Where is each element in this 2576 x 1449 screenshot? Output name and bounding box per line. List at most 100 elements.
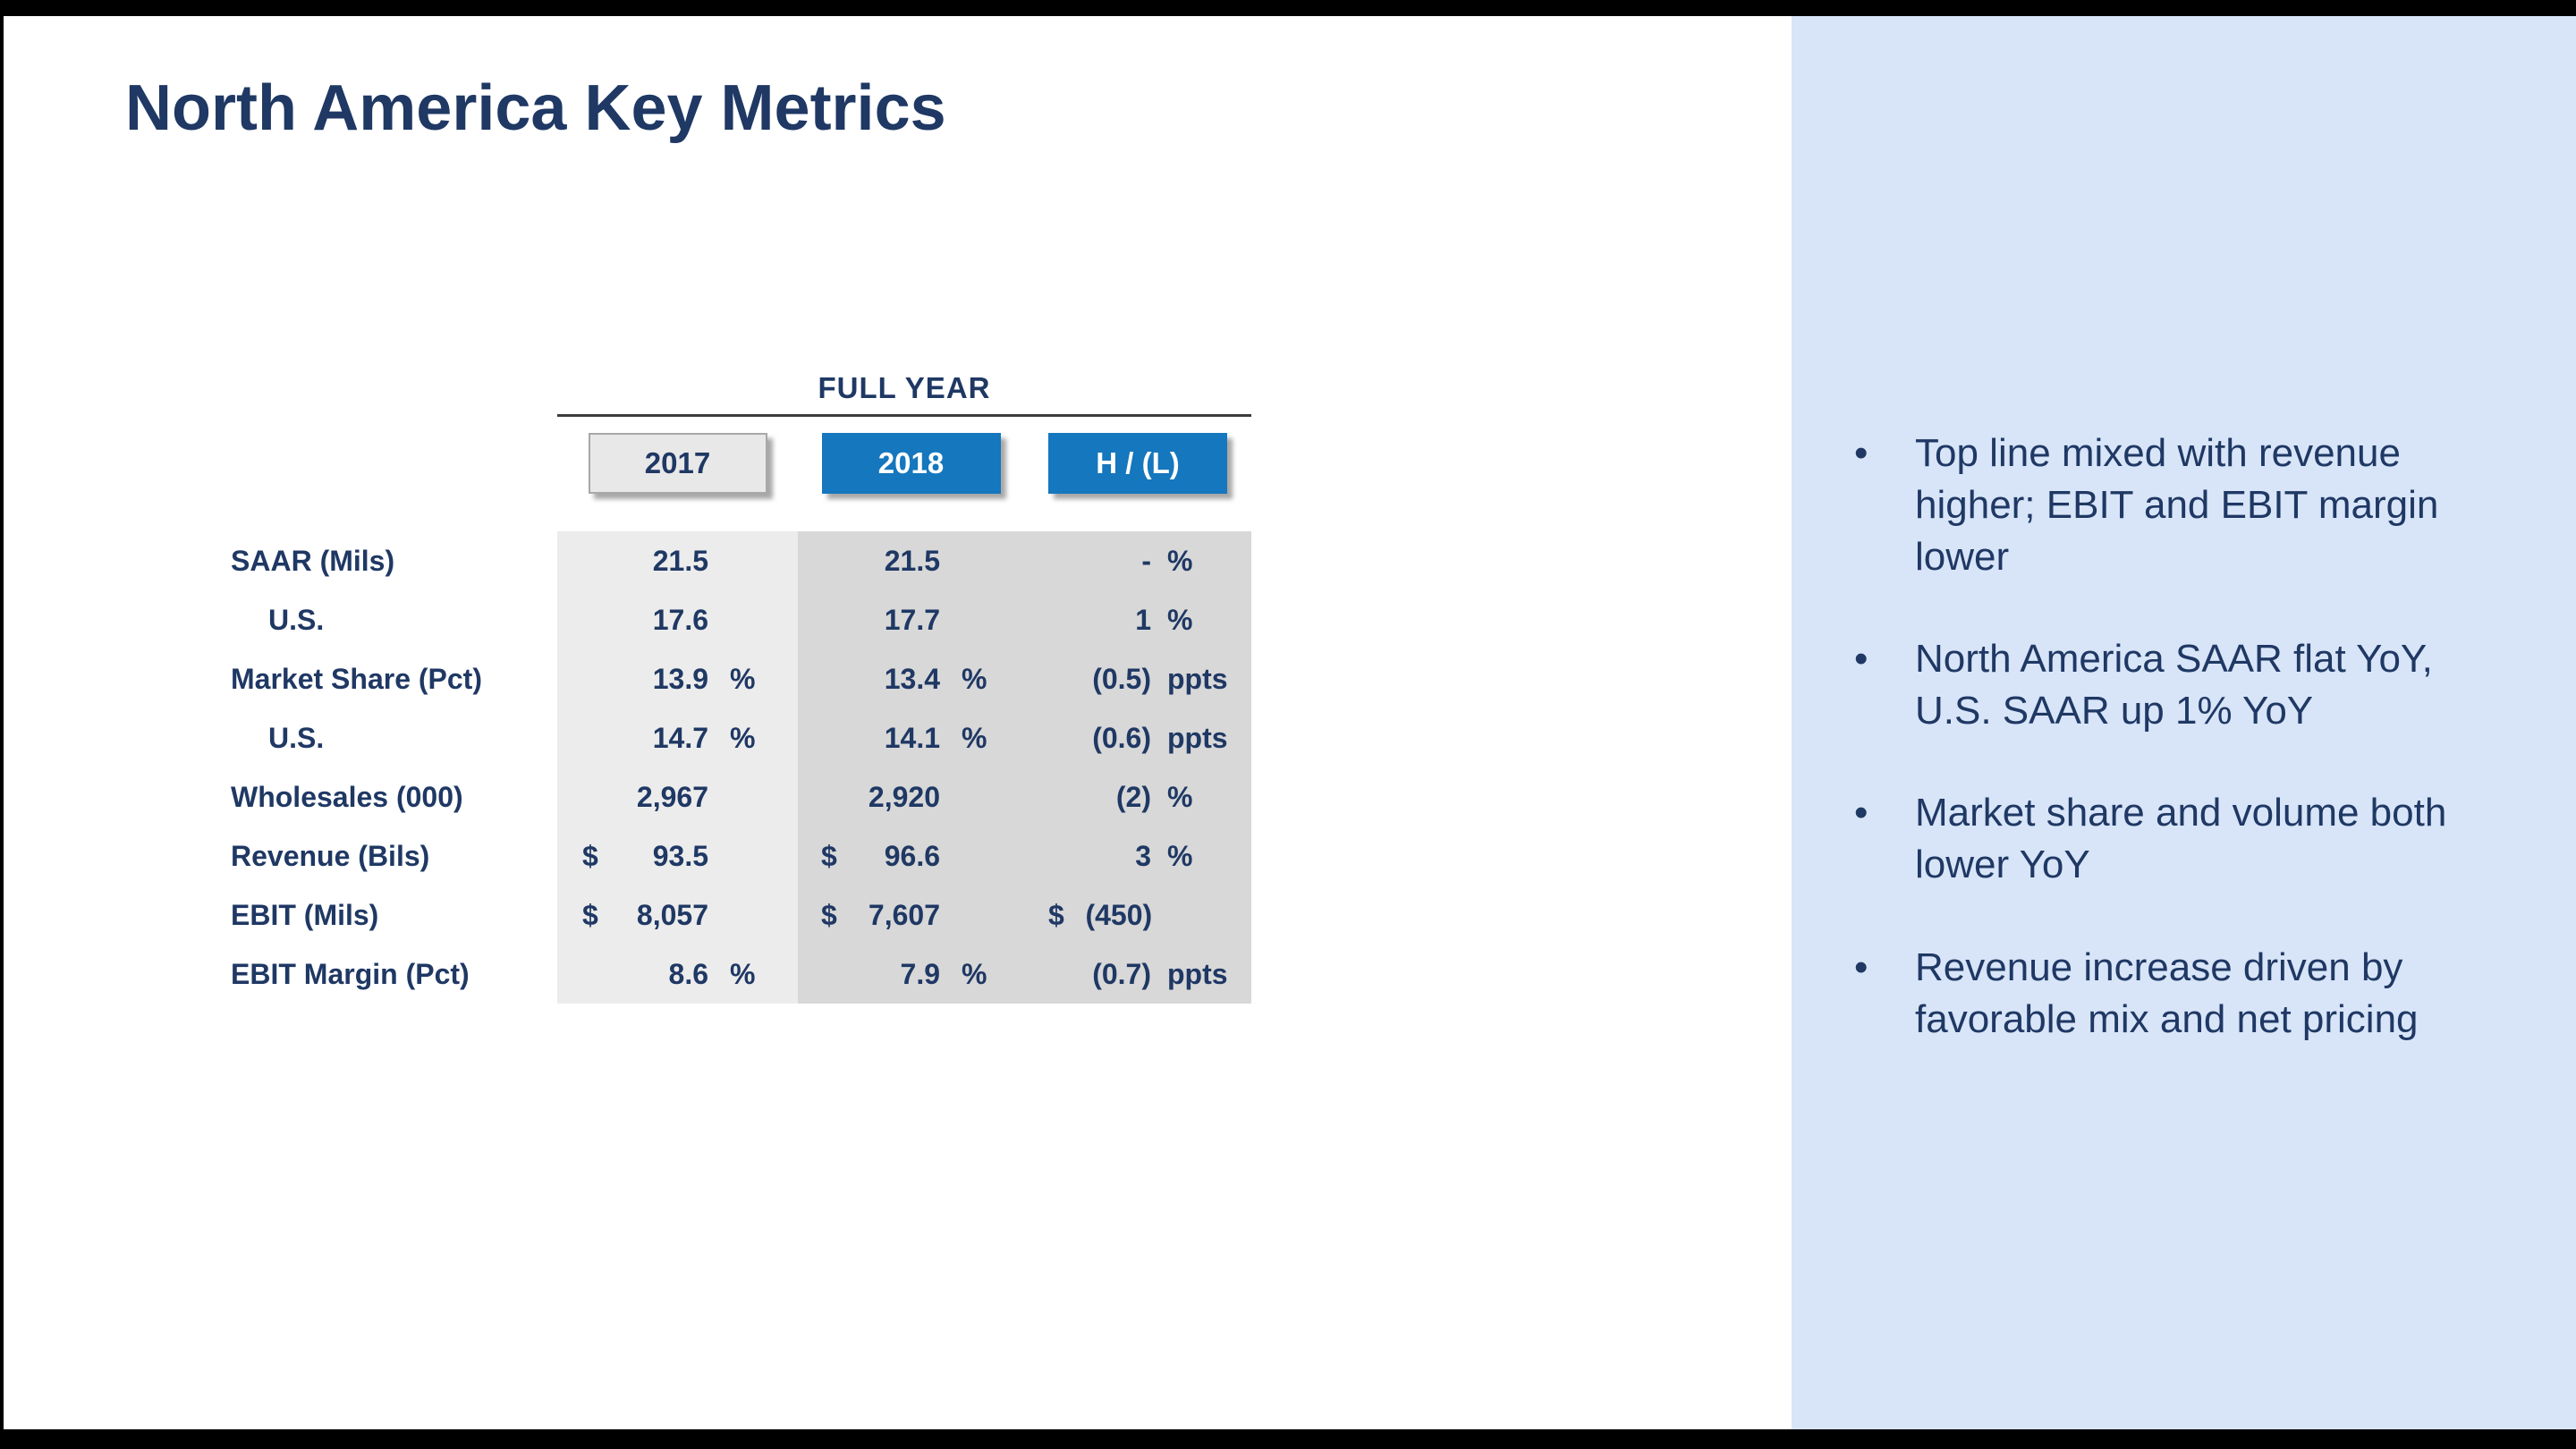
cell-unit: % <box>730 721 756 754</box>
cell-hl: - % <box>1024 531 1251 590</box>
cell-2017: $ 8,057 <box>557 886 798 945</box>
cell-value: 8,057 <box>636 898 708 931</box>
cell-value: 14.1 <box>884 721 940 754</box>
cell-unit: % <box>1167 603 1193 636</box>
cell-value: 7,607 <box>868 898 940 931</box>
cell-value: 13.4 <box>884 662 940 695</box>
cell-unit: ppts <box>1167 662 1228 695</box>
cell-hl: (2) % <box>1024 767 1251 826</box>
cell-unit: % <box>730 957 756 990</box>
cell-value: 2,967 <box>636 780 708 813</box>
cell-unit: ppts <box>1167 721 1228 754</box>
bullet-dot: • <box>1854 791 1868 835</box>
cell-value: (2) <box>1115 780 1151 813</box>
bullet-item: • North America SAAR flat YoY, U.S. SAAR… <box>1854 633 2504 737</box>
bullet-dot: • <box>1854 945 1868 989</box>
cell-2018: 17.7 <box>798 590 1024 649</box>
cell-value: 17.7 <box>884 603 940 636</box>
cell-unit: % <box>962 721 987 754</box>
notes-panel: • Top line mixed with revenue higher; EB… <box>1792 16 2576 1429</box>
cell-2017: 17.6 <box>557 590 798 649</box>
cell-hl: 3 % <box>1024 826 1251 886</box>
bullet-item: • Top line mixed with revenue higher; EB… <box>1854 428 2504 583</box>
cell-value: 17.6 <box>652 603 708 636</box>
cell-value: 96.6 <box>884 839 940 872</box>
cell-value: - <box>1141 544 1151 577</box>
left-border-line <box>0 0 4 1449</box>
full-year-header-group: FULL YEAR <box>557 371 1251 417</box>
header-spacer <box>231 431 557 496</box>
column-header-2017: 2017 <box>588 433 767 494</box>
table-row: SAAR (Mils) 21.5 21.5 - % <box>231 531 1251 590</box>
cell-value: (450) <box>1085 898 1153 931</box>
cell-hl: (0.7) ppts <box>1024 945 1251 1004</box>
row-label: EBIT Margin (Pct) <box>231 957 470 990</box>
row-label: Wholesales (000) <box>231 780 463 813</box>
table-row: EBIT (Mils) $ 8,057 $ 7,607 $ (450) <box>231 886 1251 945</box>
cell-value: 2,920 <box>868 780 940 813</box>
dollar-sign: $ <box>821 898 837 931</box>
table-row: Wholesales (000) 2,967 2,920 (2) % <box>231 767 1251 826</box>
cell-2018: 21.5 <box>798 531 1024 590</box>
dollar-sign: $ <box>1048 898 1064 931</box>
table-row: Revenue (Bils) $ 93.5 $ 96.6 3 % <box>231 826 1251 886</box>
row-label: Revenue (Bils) <box>231 839 430 872</box>
cell-value: 14.7 <box>652 721 708 754</box>
cell-2018: 14.1 % <box>798 708 1024 767</box>
row-label: U.S. <box>268 721 325 754</box>
cell-value: 13.9 <box>652 662 708 695</box>
bullet-dot: • <box>1854 431 1868 475</box>
bottom-border-bar <box>0 1429 2576 1449</box>
bullet-dot: • <box>1854 637 1868 682</box>
cell-value: 21.5 <box>884 544 940 577</box>
table-body: SAAR (Mils) 21.5 21.5 - % U. <box>231 531 1251 1004</box>
table-row: Market Share (Pct) 13.9 % 13.4 % (0.5) p… <box>231 649 1251 708</box>
cell-value: 1 <box>1135 603 1151 636</box>
cell-unit: % <box>730 662 756 695</box>
bullet-item: • Revenue increase driven by favorable m… <box>1854 942 2504 1046</box>
cell-2017: 8.6 % <box>557 945 798 1004</box>
bullet-text: Top line mixed with revenue higher; EBIT… <box>1915 431 2439 580</box>
bullet-text: North America SAAR flat YoY, U.S. SAAR u… <box>1915 637 2433 733</box>
header-cell-2018: 2018 <box>798 431 1024 496</box>
cell-2018: 13.4 % <box>798 649 1024 708</box>
table-row: EBIT Margin (Pct) 8.6 % 7.9 % (0.7) ppts <box>231 945 1251 1004</box>
cell-hl: $ (450) <box>1024 886 1251 945</box>
dollar-sign: $ <box>821 839 837 872</box>
bullet-text: Market share and volume both lower YoY <box>1915 791 2447 887</box>
cell-2017: 13.9 % <box>557 649 798 708</box>
cell-value: 3 <box>1135 839 1151 872</box>
cell-2018: 7.9 % <box>798 945 1024 1004</box>
cell-hl: 1 % <box>1024 590 1251 649</box>
cell-value: (0.7) <box>1092 957 1151 990</box>
cell-unit: % <box>1167 544 1193 577</box>
column-header-hl: H / (L) <box>1048 433 1227 494</box>
cell-2017: 14.7 % <box>557 708 798 767</box>
header-cell-hl: H / (L) <box>1024 431 1251 496</box>
cell-unit: % <box>1167 839 1193 872</box>
cell-2018: 2,920 <box>798 767 1024 826</box>
cell-2017: 2,967 <box>557 767 798 826</box>
cell-unit: % <box>962 662 987 695</box>
row-label: EBIT (Mils) <box>231 898 379 931</box>
bullet-text: Revenue increase driven by favorable mix… <box>1915 945 2419 1041</box>
cell-hl: (0.5) ppts <box>1024 649 1251 708</box>
cell-2018: $ 96.6 <box>798 826 1024 886</box>
column-header-2018: 2018 <box>821 433 1001 494</box>
column-header-row: 2017 2018 H / (L) <box>231 431 1251 496</box>
cell-unit: % <box>1167 780 1193 813</box>
table-row: U.S. 17.6 17.7 1 % <box>231 590 1251 649</box>
row-label: Market Share (Pct) <box>231 662 482 695</box>
bullet-item: • Market share and volume both lower YoY <box>1854 787 2504 891</box>
cell-unit: % <box>962 957 987 990</box>
cell-value: 7.9 <box>900 957 940 990</box>
cell-value: (0.5) <box>1092 662 1151 695</box>
cell-2018: $ 7,607 <box>798 886 1024 945</box>
cell-unit: ppts <box>1167 957 1228 990</box>
metrics-table: FULL YEAR 2017 2018 H / (L) SAAR (Mils) … <box>231 371 1251 1004</box>
page-title: North America Key Metrics <box>125 72 946 144</box>
cell-value: 21.5 <box>652 544 708 577</box>
cell-hl: (0.6) ppts <box>1024 708 1251 767</box>
row-label: U.S. <box>268 603 325 636</box>
